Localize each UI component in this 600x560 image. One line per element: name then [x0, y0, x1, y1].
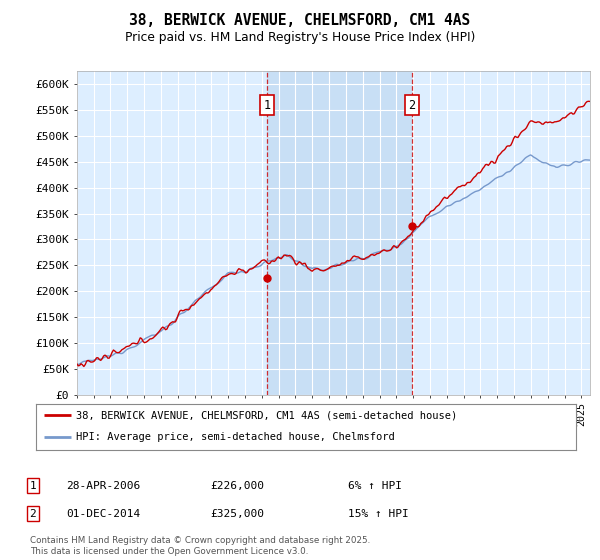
Text: 1: 1: [264, 99, 271, 111]
Text: 15% ↑ HPI: 15% ↑ HPI: [348, 508, 409, 519]
Text: 6% ↑ HPI: 6% ↑ HPI: [348, 480, 402, 491]
Text: Contains HM Land Registry data © Crown copyright and database right 2025.
This d: Contains HM Land Registry data © Crown c…: [30, 536, 370, 556]
Text: 38, BERWICK AVENUE, CHELMSFORD, CM1 4AS (semi-detached house): 38, BERWICK AVENUE, CHELMSFORD, CM1 4AS …: [77, 410, 458, 420]
Text: Price paid vs. HM Land Registry's House Price Index (HPI): Price paid vs. HM Land Registry's House …: [125, 31, 475, 44]
Text: 28-APR-2006: 28-APR-2006: [66, 480, 140, 491]
Text: 2: 2: [408, 99, 415, 111]
Text: 2: 2: [29, 508, 37, 519]
Text: HPI: Average price, semi-detached house, Chelmsford: HPI: Average price, semi-detached house,…: [77, 432, 395, 442]
Text: 38, BERWICK AVENUE, CHELMSFORD, CM1 4AS: 38, BERWICK AVENUE, CHELMSFORD, CM1 4AS: [130, 13, 470, 28]
Text: £325,000: £325,000: [210, 508, 264, 519]
Bar: [268, 71, 412, 395]
Text: 1: 1: [29, 480, 37, 491]
Text: 01-DEC-2014: 01-DEC-2014: [66, 508, 140, 519]
Text: £226,000: £226,000: [210, 480, 264, 491]
